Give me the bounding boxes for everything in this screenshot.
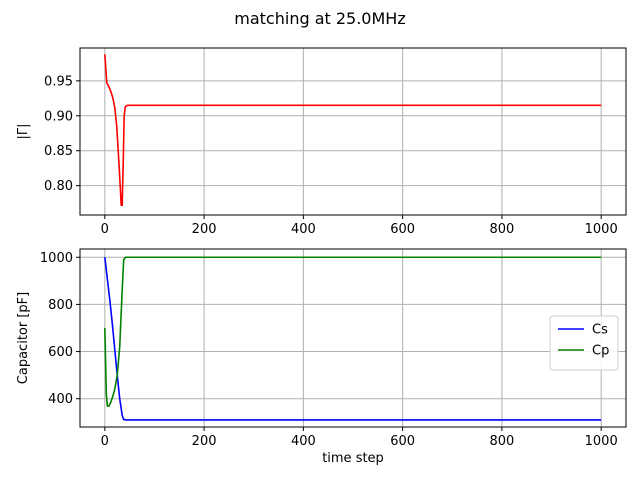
x-tick-label: 600 xyxy=(390,434,415,449)
legend: Cs Cp xyxy=(549,315,619,371)
y-tick-label: 800 xyxy=(48,298,73,313)
x-tick-label: 0 xyxy=(101,434,109,449)
x-tick-label: 200 xyxy=(192,222,217,237)
x-tick-label: 600 xyxy=(390,222,415,237)
plot-frame xyxy=(79,248,627,428)
x-tick-label: 200 xyxy=(192,434,217,449)
x-tick-label: 400 xyxy=(291,222,316,237)
y-tick-label: 0.95 xyxy=(44,74,73,89)
plot-frame xyxy=(79,47,627,216)
series-line-cs xyxy=(104,257,602,421)
capacitor-plot: 0 200 400 600 800 1000 400 600 800 1000 Capacitor … xyxy=(16,248,627,466)
x-tick-label: 800 xyxy=(489,434,514,449)
y-tick-label: 400 xyxy=(48,392,73,407)
y-tick-label: 1000 xyxy=(40,251,73,266)
x-tick-label: 400 xyxy=(291,434,316,449)
legend-label-cs: Cs xyxy=(592,323,608,338)
series-line-cp xyxy=(104,256,602,408)
series-line-gamma xyxy=(104,54,602,207)
y-tick-label: 600 xyxy=(48,345,73,360)
y-axis-label: |Γ| xyxy=(16,123,31,139)
x-tick-label: 1000 xyxy=(585,434,618,449)
reflection-coefficient-plot: 0 200 400 600 800 1000 0.80 0.85 0.90 0.95 |Γ| xyxy=(16,47,627,237)
x-tick-label: 1000 xyxy=(585,222,618,237)
figure-title: matching at 25.0MHz xyxy=(234,9,405,28)
y-tick-label: 0.90 xyxy=(44,109,73,124)
y-tick-label: 0.80 xyxy=(44,179,73,194)
x-tick-label: 800 xyxy=(489,222,514,237)
y-tick-label: 0.85 xyxy=(44,144,73,159)
y-axis-label: Capacitor [pF] xyxy=(16,292,31,384)
x-axis-label: time step xyxy=(322,451,384,466)
x-tick-label: 0 xyxy=(101,222,109,237)
legend-label-cp: Cp xyxy=(592,344,609,359)
